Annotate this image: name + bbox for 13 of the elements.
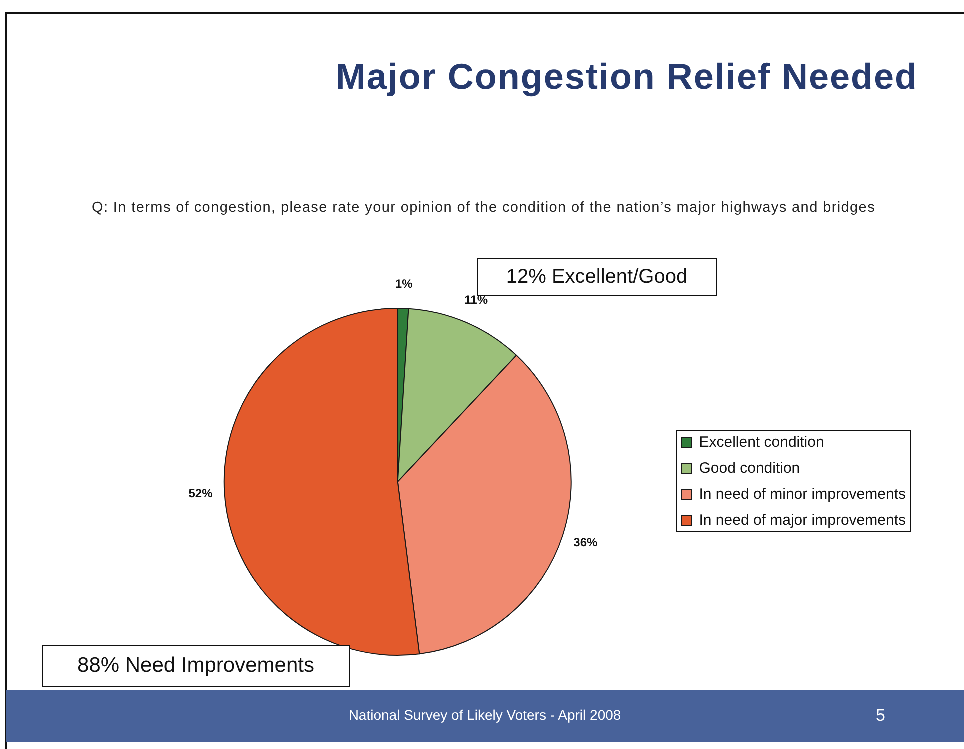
data-label: 52% xyxy=(188,486,214,501)
callout-box: 88% Need Improvements xyxy=(42,645,350,687)
data-label: 1% xyxy=(395,276,414,291)
callout-box: 12% Excellent/Good xyxy=(477,258,717,296)
legend-label: Good condition xyxy=(699,460,800,478)
data-label: 36% xyxy=(574,535,598,550)
legend-label: In need of minor improvements xyxy=(699,486,906,504)
chart-title: Major Congestion Relief Needed xyxy=(336,56,918,98)
data-label: 11% xyxy=(464,293,488,308)
legend-label: Excellent condition xyxy=(699,434,824,452)
footer-banner: National Survey of Likely Voters - April 2008 5 xyxy=(6,690,964,742)
chart-subtitle: Q: In terms of congestion, please rate your opinion of the condition of the nation’s major highways and bridges xyxy=(92,200,876,216)
legend-label: In need of major improvements xyxy=(699,512,906,530)
